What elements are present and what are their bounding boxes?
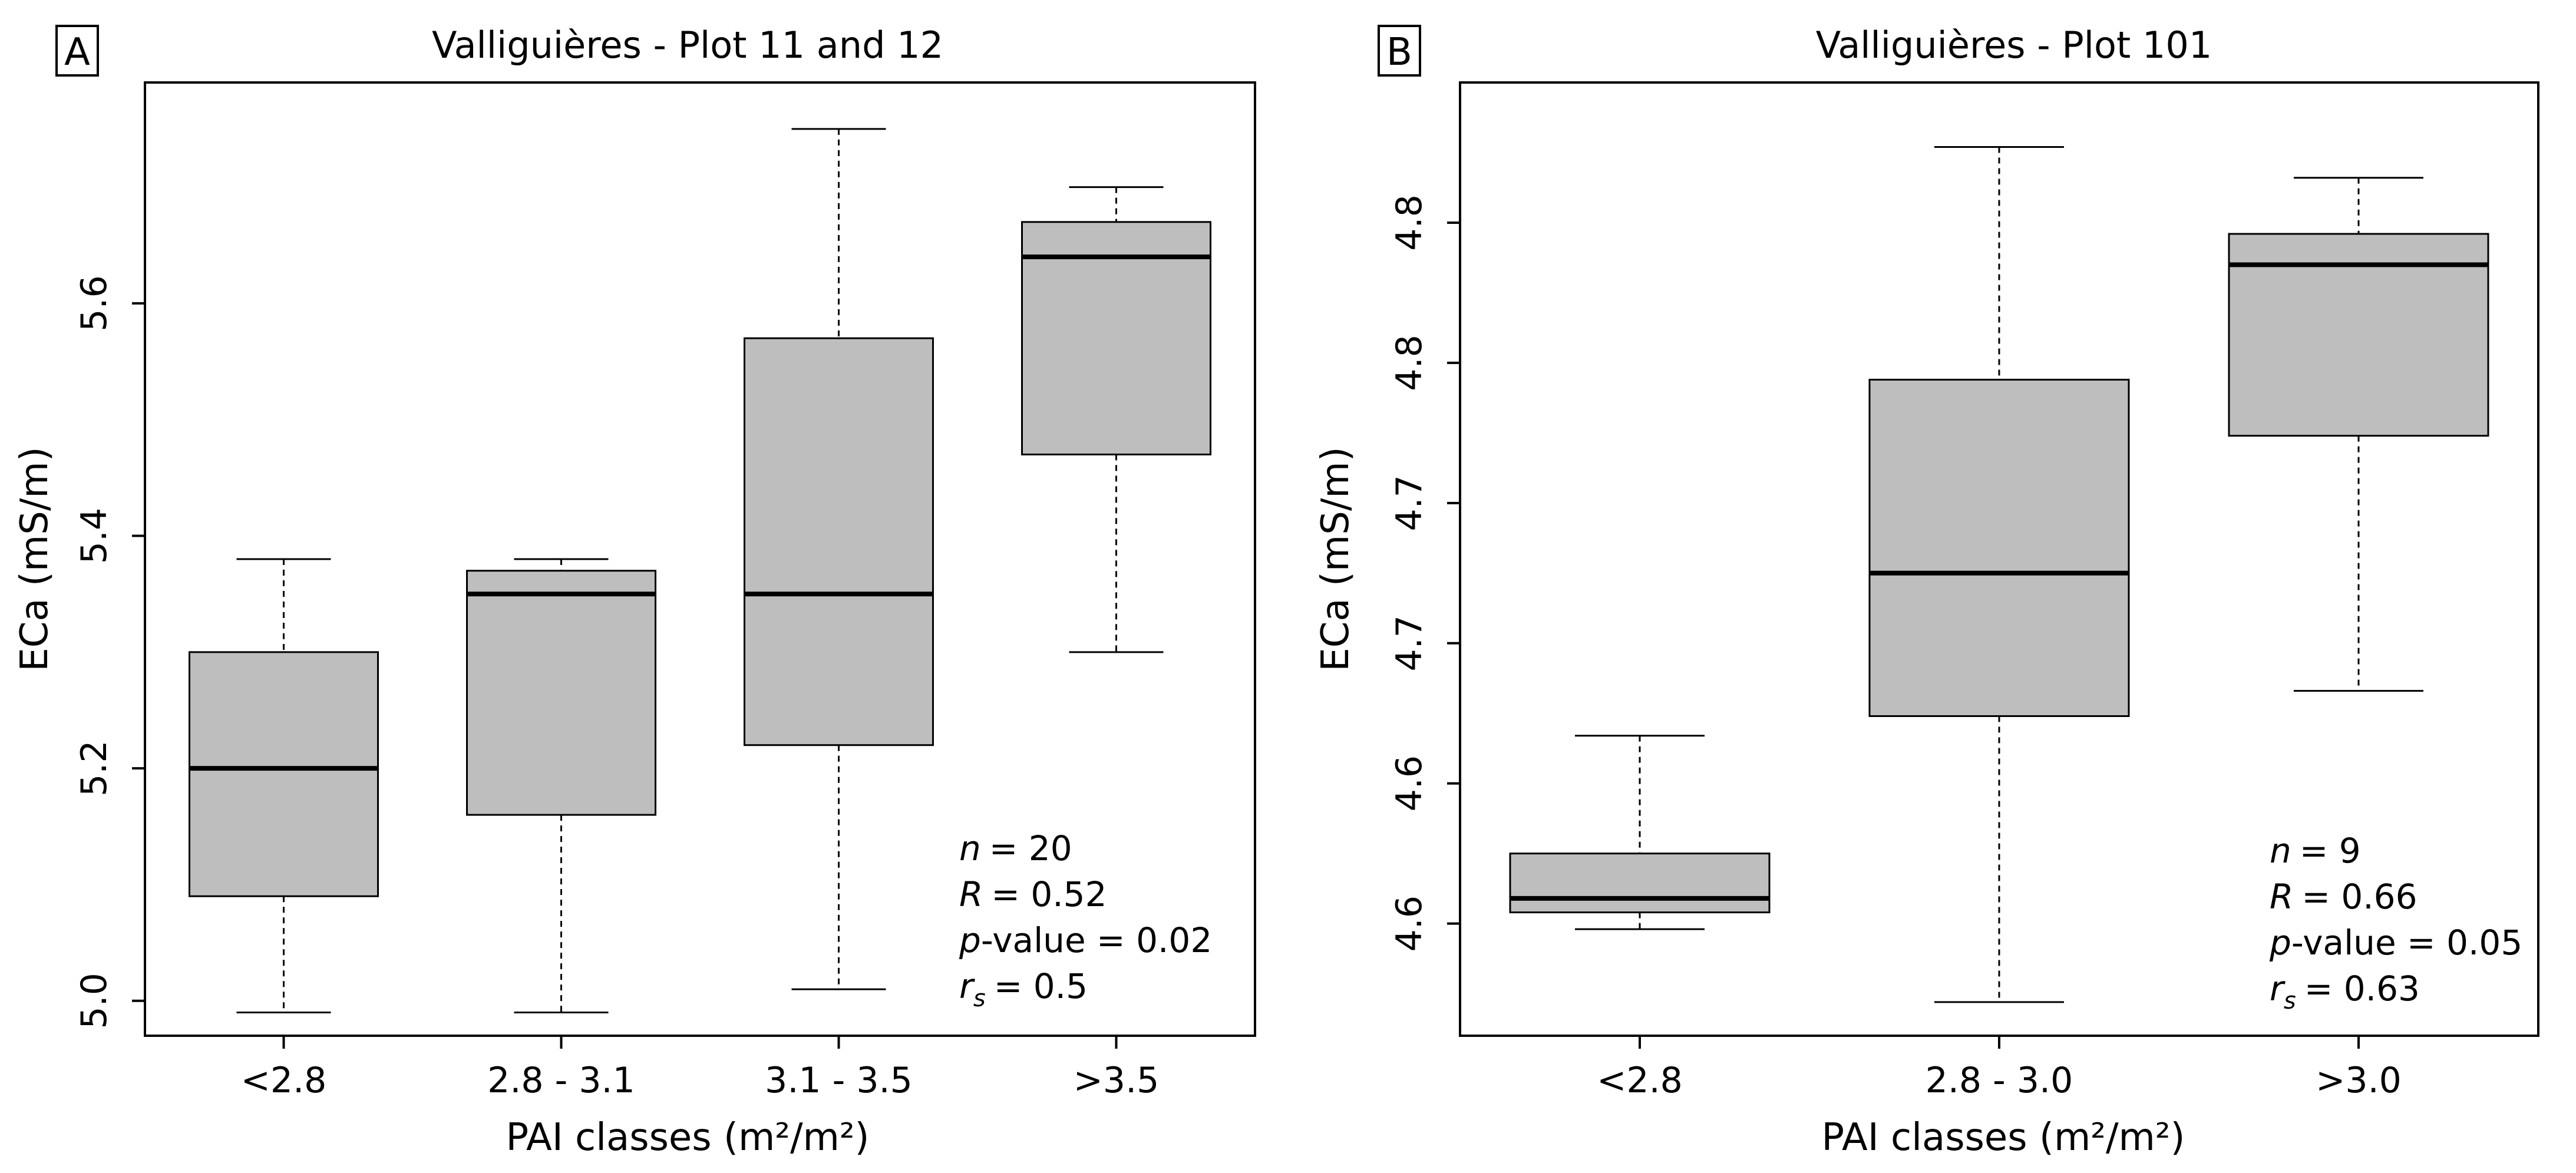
panel-a-x-tick-label: <2.8 (241, 1060, 327, 1101)
panel-a-box-1 (189, 558, 379, 1014)
panel-b-y-tick-label: 4.8 (1389, 194, 1430, 250)
panel-a-x-label: PAI classes (m²/m²) (506, 1116, 870, 1159)
panel-a-stat-n-label: n (959, 828, 981, 868)
panel-a: A Valliguières - Plot 11 and 12 5.05.25.… (13, 24, 1256, 1159)
panel-a-y-tick-label: 5.6 (74, 275, 115, 331)
panel-b-stat-r-label: R (2270, 877, 2293, 917)
panel-a-label-box (55, 25, 99, 77)
panel-a-y-axis: 5.0 5.2 5.4 5.6 (74, 275, 145, 1029)
panel-a-y-label: ECa (mS/m) (13, 447, 57, 672)
panel-b-x-axis: <2.8 2.8 - 3.0 >3.0 (1597, 1036, 2402, 1101)
panel-b-y-tick-label: 4.7 (1389, 615, 1430, 671)
panel-b-stat-rs-value: = 0.63 (2304, 969, 2420, 1009)
panel-a-x-tick-label: >3.5 (1074, 1060, 1160, 1101)
panel-a-y-tick-label: 5.4 (74, 508, 115, 564)
panel-b-stats: n = 9 R = 0.66 p-value = 0.05 rs = 0.63 (2269, 831, 2522, 1015)
panel-a-stat-r-value: = 0.52 (991, 874, 1107, 914)
panel-a-stat-rs: rs = 0.5 (959, 966, 1088, 1012)
panel-b-y-label: ECa (mS/m) (1314, 447, 1358, 672)
panel-b-box-3 (2228, 177, 2489, 692)
panel-a-stat-r: R = 0.52 (959, 874, 1107, 914)
panel-b-stat-n: n = 9 (2270, 831, 2361, 871)
panel-a-title: Valliguières - Plot 11 and 12 (432, 24, 943, 67)
panel-a-x-tick-label: 3.1 - 3.5 (765, 1060, 913, 1101)
panel-a-iqr-box (189, 651, 379, 897)
panel-b-box-2 (1868, 146, 2130, 1003)
panel-a-stat-p-value: -value = 0.02 (981, 920, 1212, 960)
panel-b-stat-n-label: n (2270, 831, 2291, 871)
panel-a-box-4 (1021, 186, 1211, 653)
panel-a-iqr-box (466, 570, 656, 816)
panel-a-label: A (64, 31, 90, 74)
panel-b-y-axis: 4.6 4.6 4.7 4.7 4.8 4.8 (1389, 194, 1460, 951)
panel-a-stat-rs-value: = 0.5 (994, 966, 1088, 1006)
panel-b-boxes (1509, 146, 2489, 1003)
panel-a-iqr-box (744, 337, 934, 746)
panel-b-stat-r-value: = 0.66 (2301, 877, 2417, 917)
panel-b-title: Valliguières - Plot 101 (1816, 24, 2212, 67)
panel-b-y-tick-label: 4.6 (1389, 755, 1430, 811)
panel-a-stat-rs-label: r (959, 966, 975, 1006)
panel-a-stat-rs-sub: s (973, 985, 986, 1012)
panel-b-box-1 (1509, 735, 1771, 930)
panel-a-x-axis: <2.8 2.8 - 3.1 3.1 - 3.5 >3.5 (241, 1036, 1160, 1101)
panel-b-stat-rs-label: r (2270, 969, 2286, 1009)
panel-b-stat-p-label: p (2269, 923, 2291, 963)
panel-a-box-2 (466, 558, 656, 1014)
panel-b-label: B (1386, 31, 1412, 74)
panel-b-iqr-box (1509, 853, 1771, 914)
panel-b-y-tick-label: 4.8 (1389, 335, 1430, 391)
panel-b-y-tick-label: 4.7 (1389, 475, 1430, 531)
panel-a-stat-r-label: R (959, 874, 983, 914)
panel-b-x-tick-label: >3.0 (2316, 1060, 2402, 1101)
panel-b-stat-n-value: = 9 (2300, 831, 2361, 871)
panel-b-label-box (1378, 25, 1421, 77)
panel-b-iqr-box (1868, 378, 2130, 717)
panel-a-stat-p: p-value = 0.02 (959, 920, 1212, 960)
panel-a-y-tick-label: 5.0 (74, 973, 115, 1029)
panel-b-stat-rs: rs = 0.63 (2270, 969, 2420, 1015)
panel-b-x-tick-label: <2.8 (1597, 1060, 1683, 1101)
panel-a-stat-p-label: p (959, 920, 981, 960)
panel-b-iqr-box (2228, 233, 2489, 437)
panel-a-iqr-box (1021, 221, 1211, 455)
panel-a-stats: n = 20 R = 0.52 p-value = 0.02 rs = 0.5 (959, 828, 1212, 1012)
panel-b-stat-rs-sub: s (2284, 987, 2296, 1015)
panel-b-x-label: PAI classes (m²/m²) (1822, 1116, 2185, 1159)
panel-b: B Valliguières - Plot 101 4.64.64.74.74.… (1314, 24, 2539, 1159)
panel-a-y-tick-label: 5.2 (74, 740, 115, 796)
panel-b-stat-r: R = 0.66 (2270, 877, 2418, 917)
panel-a-plot-frame (144, 81, 1256, 1037)
panel-b-stat-p: p-value = 0.05 (2269, 923, 2522, 963)
panel-b-x-tick-label: 2.8 - 3.0 (1926, 1060, 2073, 1101)
panel-a-stat-n: n = 20 (959, 828, 1072, 868)
panel-a-box-3 (744, 128, 934, 990)
panel-b-y-tick-label: 4.6 (1389, 896, 1430, 951)
panel-a-boxes (189, 128, 1211, 1014)
panel-a-x-tick-label: 2.8 - 3.1 (487, 1060, 635, 1101)
panel-a-stat-n-value: = 20 (989, 828, 1072, 868)
panel-b-stat-p-value: -value = 0.05 (2291, 923, 2522, 963)
